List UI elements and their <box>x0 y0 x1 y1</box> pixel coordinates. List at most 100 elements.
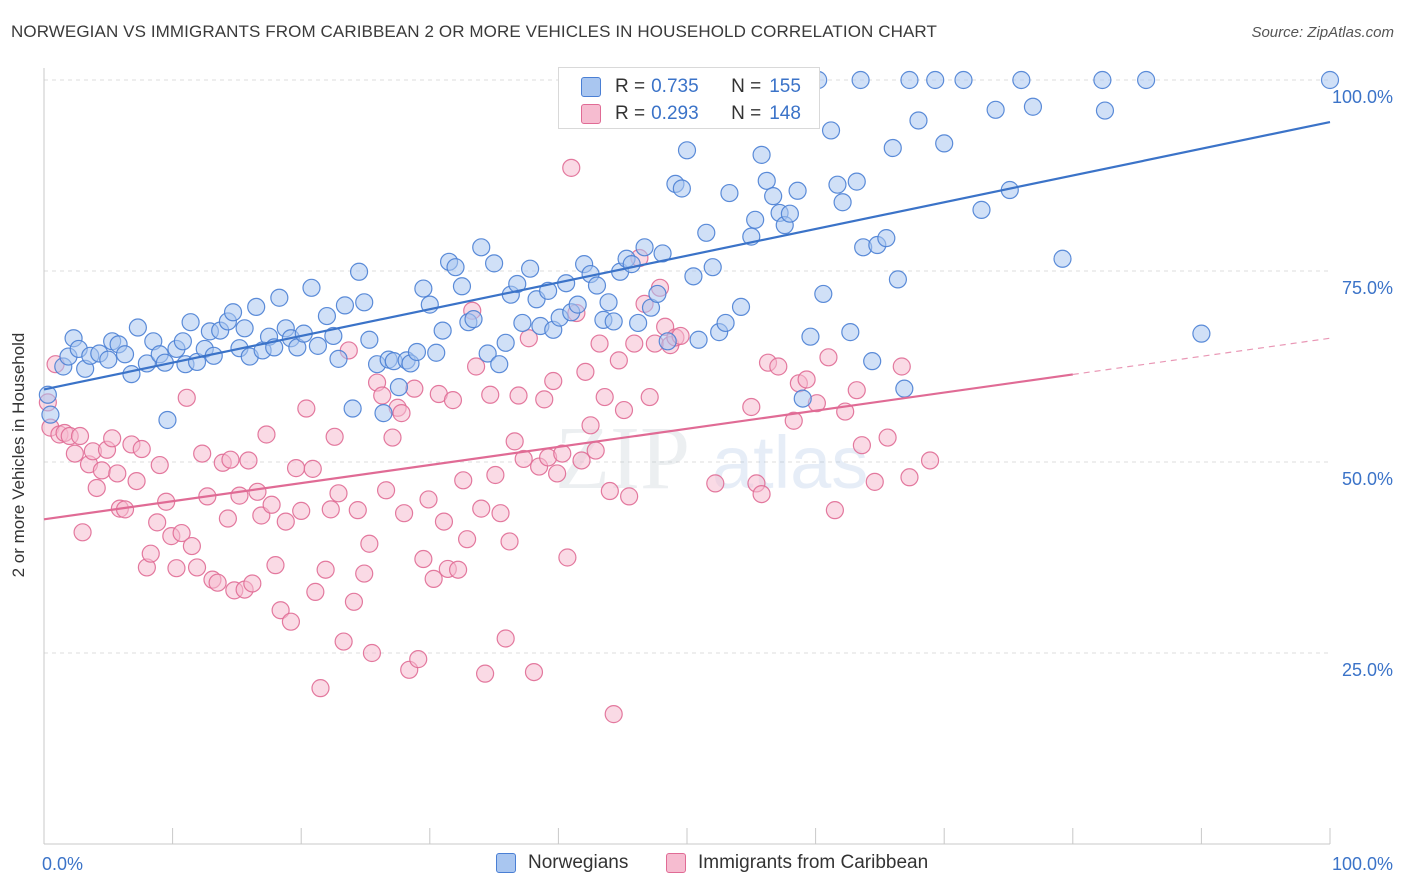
data-point <box>478 344 497 363</box>
data-point <box>926 70 945 90</box>
data-point <box>620 487 639 506</box>
data-point <box>128 318 147 337</box>
data-point <box>230 486 249 505</box>
data-point <box>847 172 866 191</box>
data-point <box>878 428 897 447</box>
data-point <box>595 387 614 407</box>
data-point <box>103 429 122 448</box>
data-point <box>221 450 240 469</box>
data-point <box>604 312 623 331</box>
data-point <box>239 451 258 470</box>
data-point <box>73 523 92 542</box>
data-point <box>316 560 335 579</box>
data-point <box>266 556 285 575</box>
data-point <box>986 100 1005 119</box>
data-point <box>335 296 355 315</box>
data-point <box>414 549 433 569</box>
data-point <box>115 345 135 364</box>
data-point <box>389 378 409 397</box>
data-point <box>500 532 519 551</box>
data-point <box>900 70 919 90</box>
data-point <box>509 386 528 405</box>
data-point <box>833 193 852 212</box>
legend-label-caribbean: Immigrants from Caribbean <box>698 852 929 873</box>
data-point <box>677 141 697 160</box>
data-point <box>308 336 328 355</box>
legend-item-norwegians[interactable]: Norwegians <box>496 852 628 874</box>
data-point <box>920 451 940 470</box>
legend-r-value: 0.735 <box>651 76 699 97</box>
data-point <box>158 410 177 430</box>
data-point <box>446 258 465 277</box>
data-point <box>141 544 160 563</box>
data-point <box>764 187 783 206</box>
legend-item-caribbean[interactable]: Immigrants from Caribbean <box>666 852 928 874</box>
data-point <box>505 432 524 451</box>
legend-n-label: N = <box>731 76 762 97</box>
data-point <box>472 238 491 257</box>
data-point <box>311 679 330 698</box>
data-point <box>223 303 243 322</box>
data-point <box>70 426 90 446</box>
data-point <box>535 390 554 409</box>
trend-line-norwegians <box>43 120 1331 391</box>
data-point <box>877 229 896 248</box>
data-point <box>586 441 605 460</box>
y-tick-label: 100.0% <box>1332 87 1393 107</box>
legend-swatch-pink <box>666 853 686 873</box>
data-point <box>496 629 515 648</box>
data-point <box>343 399 362 418</box>
data-point <box>892 357 911 376</box>
data-point <box>248 482 267 501</box>
x-tick-label: 0.0% <box>42 854 83 874</box>
data-point <box>895 379 914 398</box>
legend-swatch-blue <box>496 853 516 873</box>
legend-r-label: R = <box>615 103 646 124</box>
data-point <box>329 349 348 368</box>
data-point <box>325 427 344 446</box>
data-point <box>218 509 237 528</box>
data-point <box>819 348 838 367</box>
data-point <box>132 439 151 459</box>
data-point <box>863 352 882 371</box>
data-point <box>173 332 192 351</box>
data-point <box>99 350 118 369</box>
data-point <box>292 501 311 520</box>
chart-title: NORWEGIAN VS IMMIGRANTS FROM CARIBBEAN 2… <box>11 22 937 41</box>
data-point <box>852 436 871 455</box>
data-point <box>321 500 340 519</box>
legend-r-value: 0.293 <box>651 103 699 124</box>
data-point <box>329 484 348 503</box>
legend-r-label: R = <box>615 76 646 97</box>
data-point <box>247 297 266 317</box>
data-point <box>108 464 127 483</box>
data-point <box>568 295 587 314</box>
legend-label-norwegians: Norwegians <box>528 852 629 873</box>
data-point <box>1137 70 1156 90</box>
data-point <box>208 573 227 592</box>
data-point <box>752 145 771 164</box>
data-point <box>1093 70 1112 90</box>
data-point <box>286 459 306 478</box>
data-point <box>521 259 540 278</box>
data-point <box>562 158 581 177</box>
data-point <box>769 357 788 376</box>
data-point <box>784 411 803 430</box>
data-point <box>148 513 167 532</box>
data-point <box>424 569 443 588</box>
data-point <box>262 495 281 514</box>
data-point <box>486 465 505 485</box>
stats-legend: R = 0.735 N = 155 R = 0.293 N = 148 <box>558 67 820 129</box>
data-point <box>514 449 533 469</box>
data-point <box>374 404 393 423</box>
data-point <box>590 334 609 353</box>
data-point <box>689 330 708 349</box>
data-point <box>900 468 919 487</box>
data-point <box>716 313 735 333</box>
data-point <box>814 284 833 304</box>
data-point <box>38 385 57 404</box>
data-point <box>376 481 396 500</box>
data-point <box>235 319 254 338</box>
data-point <box>821 121 841 140</box>
data-point <box>757 171 776 190</box>
